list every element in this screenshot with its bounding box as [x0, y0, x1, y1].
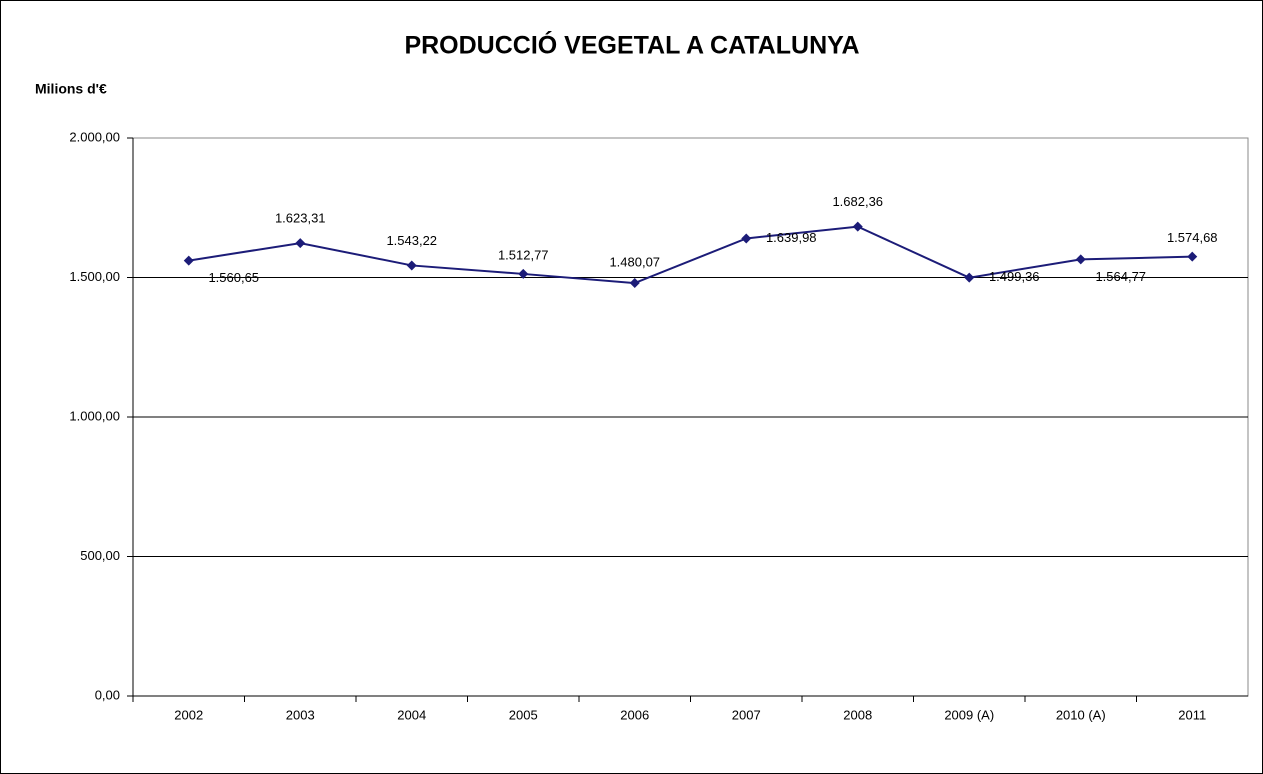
y-tick-label: 2.000,00	[69, 129, 120, 144]
x-tick-label: 2010 (A)	[1056, 707, 1106, 722]
y-tick-label: 1.500,00	[69, 269, 120, 284]
data-label: 1.564,77	[1095, 269, 1146, 284]
data-label: 1.543,22	[386, 233, 437, 248]
y-tick-label: 0,00	[95, 687, 120, 702]
y-axis-label: Milions d'€	[35, 81, 107, 97]
marker	[183, 255, 194, 266]
data-label: 1.560,65	[208, 270, 259, 285]
x-tick-label: 2006	[620, 707, 649, 722]
x-tick-label: 2004	[397, 707, 426, 722]
data-label: 1.499,36	[989, 269, 1040, 284]
x-tick-label: 2003	[286, 707, 315, 722]
y-tick-label: 1.000,00	[69, 408, 120, 423]
x-tick-label: 2009 (A)	[944, 707, 994, 722]
y-tick-label: 500,00	[80, 548, 120, 563]
data-label: 1.639,98	[766, 230, 817, 245]
data-label: 1.480,07	[609, 254, 660, 269]
marker	[406, 260, 417, 271]
marker	[741, 233, 752, 244]
data-label: 1.682,36	[832, 194, 883, 209]
marker	[629, 278, 640, 289]
x-tick-label: 2008	[843, 707, 872, 722]
data-label: 1.623,31	[275, 211, 326, 226]
chart-title: PRODUCCIÓ VEGETAL A CATALUNYA	[404, 30, 859, 60]
line	[188, 225, 1193, 285]
data-label: 1.512,77	[498, 247, 549, 262]
marker	[1187, 251, 1198, 262]
marker	[1075, 254, 1086, 265]
marker	[518, 268, 529, 279]
x-tick-label: 2011	[1178, 707, 1206, 722]
x-tick-label: 2007	[732, 707, 761, 722]
marker	[852, 221, 863, 232]
data-label: 1.574,68	[1167, 230, 1218, 245]
marker	[964, 272, 975, 283]
x-tick-label: 2005	[509, 707, 538, 722]
marker	[295, 238, 306, 249]
x-tick-label: 2002	[174, 707, 203, 722]
